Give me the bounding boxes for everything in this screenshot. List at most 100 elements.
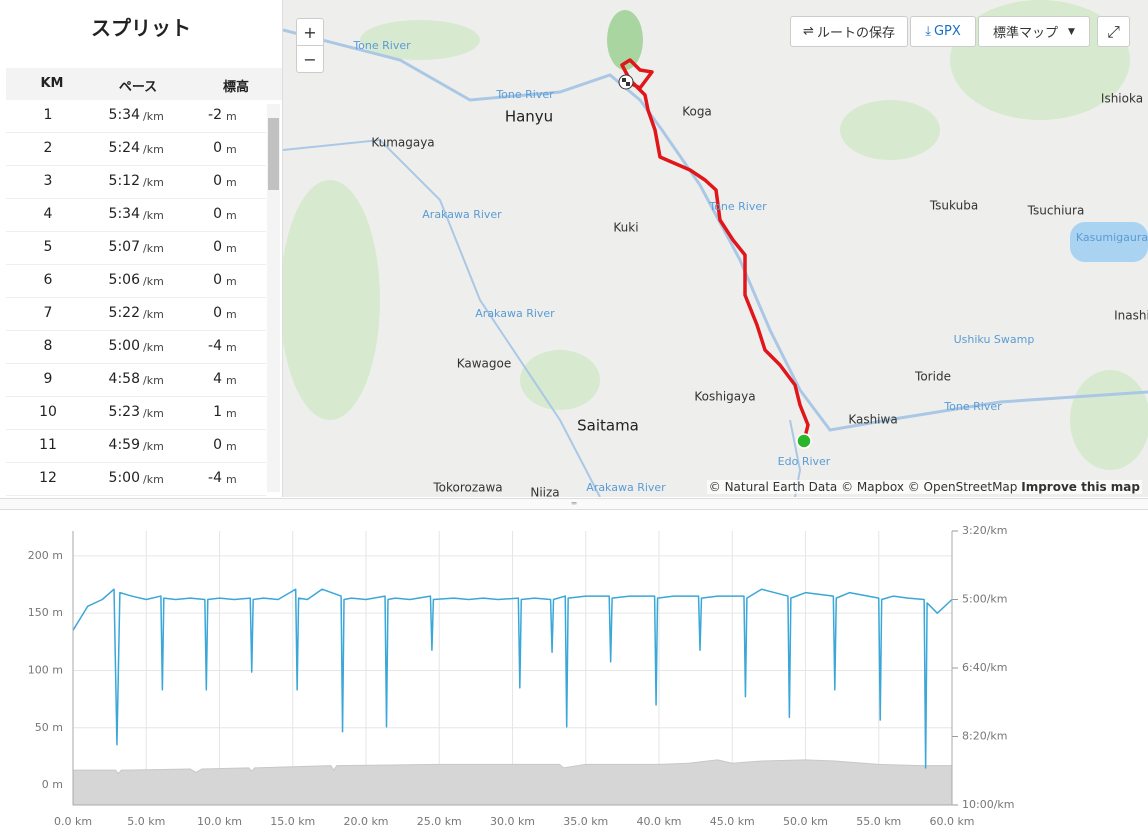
pace-unit: /km xyxy=(143,374,164,387)
split-row[interactable]: 11 4:59/km 0 m xyxy=(6,430,266,463)
header-km: KM xyxy=(40,76,64,91)
elevation-unit: m xyxy=(226,473,237,486)
split-row[interactable]: 5 5:07/km 0 m xyxy=(6,232,266,265)
place-label: Kuki xyxy=(613,221,638,235)
elevation-unit: m xyxy=(226,143,237,156)
river-label: Tone River xyxy=(943,400,1002,413)
place-label: Ishioka xyxy=(1101,92,1143,106)
split-pace: 5:34 xyxy=(108,107,140,123)
split-row[interactable]: 12 5:00/km -4 m xyxy=(6,463,266,496)
y2-tick-label: 5:00/km xyxy=(962,593,1008,606)
splits-title: スプリット xyxy=(91,16,191,40)
y2-tick-label: 8:20/km xyxy=(962,730,1008,743)
split-elevation: 0 xyxy=(213,305,222,321)
elevation-unit: m xyxy=(226,308,237,321)
x-tick-label: 40.0 km xyxy=(636,815,681,828)
x-tick-label: 60.0 km xyxy=(929,815,974,828)
split-elevation: -4 xyxy=(208,338,222,354)
place-label: Koshigaya xyxy=(694,390,755,404)
split-elevation: 0 xyxy=(213,173,222,189)
map[interactable]: Tone River Tone River Hanyu Koga Ishioka… xyxy=(283,0,1148,497)
river-label: Tone River xyxy=(708,200,767,213)
split-row[interactable]: 3 5:12/km 0 m xyxy=(6,166,266,199)
split-elevation: -2 xyxy=(208,107,222,123)
x-tick-label: 50.0 km xyxy=(783,815,828,828)
attribution: © Natural Earth Data © Mapbox © OpenStre… xyxy=(708,480,1018,494)
place-label: Tokorozawa xyxy=(432,481,502,495)
pace-unit: /km xyxy=(143,176,164,189)
split-pace: 5:06 xyxy=(108,272,140,288)
place-label: Kumagaya xyxy=(371,136,434,150)
pace-unit: /km xyxy=(143,110,164,123)
x-tick-label: 55.0 km xyxy=(856,815,901,828)
split-row[interactable]: 2 5:24/km 0 m xyxy=(6,133,266,166)
scrollbar-thumb[interactable] xyxy=(268,118,279,190)
y-tick-label: 0 m xyxy=(42,778,63,791)
pace-unit: /km xyxy=(143,440,164,453)
split-elevation: -4 xyxy=(208,470,222,486)
elevation-unit: m xyxy=(226,341,237,354)
split-elevation: 0 xyxy=(213,140,222,156)
map-style-dropdown[interactable]: 標準マップ ▼ xyxy=(978,16,1090,47)
river-label: Arakawa River xyxy=(422,208,502,221)
elevation-unit: m xyxy=(226,209,237,222)
elevation-unit: m xyxy=(226,176,237,189)
split-km: 3 xyxy=(43,173,53,189)
splits-header: KM ペース 標高 xyxy=(6,68,282,100)
split-row[interactable]: 9 4:58/km 4 m xyxy=(6,364,266,397)
split-elevation: 0 xyxy=(213,272,222,288)
gpx-button[interactable]: ⤓ GPX xyxy=(910,16,976,47)
river-label: Arakawa River xyxy=(475,307,555,320)
split-row[interactable]: 7 5:22/km 0 m xyxy=(6,298,266,331)
x-tick-label: 10.0 km xyxy=(197,815,242,828)
split-km: 9 xyxy=(43,371,53,387)
scrollbar[interactable] xyxy=(267,104,280,492)
split-km: 8 xyxy=(43,338,53,354)
save-route-button[interactable]: ⇌ ルートの保存 xyxy=(790,16,908,47)
start-marker xyxy=(796,433,812,449)
pace-unit: /km xyxy=(143,275,164,288)
button-label: GPX xyxy=(933,24,961,39)
chart: 0.0 km 5.0 km 10.0 km 15.0 km 20.0 km 25.0 km… xyxy=(28,524,1015,828)
split-pace: 5:07 xyxy=(108,239,140,255)
elevation-unit: m xyxy=(226,110,237,123)
split-elevation: 0 xyxy=(213,239,222,255)
y2-tick-label: 3:20/km xyxy=(962,524,1008,537)
pace-unit: /km xyxy=(143,143,164,156)
split-pace: 5:23 xyxy=(108,404,140,420)
split-pace: 5:12 xyxy=(108,173,140,189)
x-tick-label: 30.0 km xyxy=(490,815,535,828)
split-pace: 5:00 xyxy=(108,338,140,354)
river-label: Edo River xyxy=(778,455,831,468)
improve-link[interactable]: Improve this map xyxy=(1021,480,1140,494)
river-label: Arakawa River xyxy=(586,481,666,494)
river xyxy=(283,28,1148,432)
resize-handle[interactable]: ═ xyxy=(0,498,1148,510)
river-label: Tone River xyxy=(495,88,554,101)
split-row[interactable]: 4 5:34/km 0 m xyxy=(6,199,266,232)
split-row[interactable]: 1 5:34/km -2 m xyxy=(6,100,266,133)
zoom-in[interactable]: + xyxy=(296,18,324,46)
elevation-unit: m xyxy=(226,374,237,387)
button-label: 標準マップ xyxy=(993,26,1059,41)
split-km: 5 xyxy=(43,239,53,255)
y2-tick-label: 10:00/km xyxy=(962,798,1015,811)
split-km: 11 xyxy=(39,437,57,453)
place-label: Kasumigaura xyxy=(1076,231,1148,244)
x-tick-label: 5.0 km xyxy=(127,815,165,828)
split-km: 1 xyxy=(43,107,53,123)
split-pace: 5:34 xyxy=(108,206,140,222)
split-km: 7 xyxy=(43,305,53,321)
pace-unit: /km xyxy=(143,473,164,486)
pace-unit: /km xyxy=(143,308,164,321)
split-pace: 5:22 xyxy=(108,305,140,321)
place-label: Koga xyxy=(682,105,712,119)
pace-unit: /km xyxy=(143,341,164,354)
split-km: 4 xyxy=(43,206,53,222)
split-row[interactable]: 6 5:06/km 0 m xyxy=(6,265,266,298)
split-row[interactable]: 10 5:23/km 1 m xyxy=(6,397,266,430)
split-row[interactable]: 8 5:00/km -4 m xyxy=(6,331,266,364)
zoom-out[interactable]: − xyxy=(296,45,324,73)
x-tick-label: 0.0 km xyxy=(54,815,92,828)
fullscreen-button[interactable]: ⤢ xyxy=(1097,16,1130,47)
